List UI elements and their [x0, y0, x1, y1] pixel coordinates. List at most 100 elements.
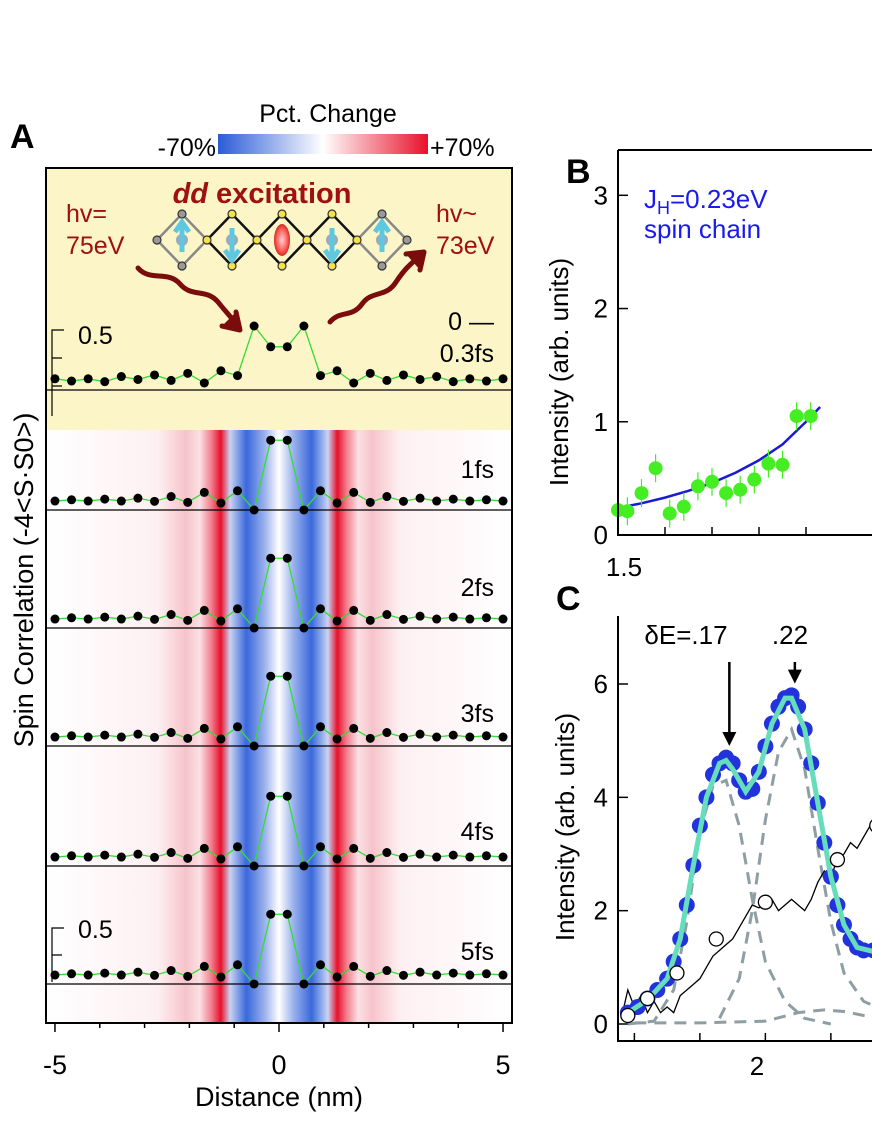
atom	[302, 235, 312, 245]
trace-point	[116, 496, 126, 506]
reference-point	[869, 819, 872, 832]
trace-point	[100, 377, 110, 387]
atom	[227, 209, 237, 219]
trace-label: 2fs	[461, 574, 494, 602]
trace-point	[415, 849, 425, 859]
trace-line	[54, 324, 504, 384]
trace-point	[266, 553, 276, 563]
trace-point	[266, 342, 276, 352]
colorbar-min-label: -70%	[158, 134, 216, 162]
trace-point	[299, 321, 309, 331]
panel-a-xlabel: Distance (nm)	[195, 1082, 363, 1112]
reference-point	[757, 894, 774, 910]
atom	[252, 235, 262, 245]
trace-point	[365, 853, 375, 863]
scale-bars	[51, 329, 64, 982]
trace-point	[249, 979, 259, 989]
atom-grey	[177, 261, 187, 271]
trace-point	[83, 852, 93, 862]
panel-a-x-axis: -5 0 5	[43, 1023, 511, 1080]
panel-b-marks: 0 1 2 3	[594, 180, 822, 550]
trace-point	[133, 611, 143, 621]
trace-point	[332, 498, 342, 508]
y-tick-label: 3	[594, 180, 608, 210]
left-photon-line1: hv=	[66, 200, 107, 228]
data-point	[789, 409, 804, 424]
trace-point	[150, 614, 160, 624]
atom	[327, 209, 337, 219]
trace-point	[183, 497, 193, 507]
trace-point	[432, 852, 442, 862]
inset-title-italic: dd	[173, 178, 210, 210]
data-point	[648, 461, 663, 476]
trace-point	[382, 966, 392, 976]
atom	[277, 261, 287, 271]
trace-label: 0 —	[448, 308, 494, 336]
panel-b-xtick-label: 1.5	[606, 552, 642, 582]
y-tick-label: 2	[594, 896, 608, 926]
trace-point	[83, 970, 93, 980]
x-tick-label: 5	[496, 1050, 511, 1080]
trace-point	[233, 371, 243, 381]
trace-point	[398, 970, 408, 980]
panel-b-annotation-line2: spin chain	[644, 214, 761, 244]
data-point	[634, 486, 649, 501]
trace-point	[332, 734, 342, 744]
panel-c-plot: 0 2 4 6	[594, 616, 872, 1042]
trace-point	[67, 851, 77, 861]
trace-point	[415, 729, 425, 739]
inset-title: dd excitation	[173, 178, 352, 210]
trace-point	[282, 791, 292, 801]
trace-point	[166, 848, 176, 858]
atom	[277, 209, 287, 219]
trace-point	[67, 969, 77, 979]
component-peak	[634, 1008, 872, 1025]
trace-point	[498, 732, 508, 742]
scale-bar-top-label: 0.5	[78, 322, 113, 350]
trace-point	[349, 723, 359, 733]
colorbar-max-label: +70%	[430, 134, 495, 162]
trace-point	[133, 374, 143, 384]
trace-point	[382, 492, 392, 502]
panel-b-ylabel: Intensity (arb. units)	[544, 258, 574, 486]
trace-point	[282, 909, 292, 919]
trace-point	[332, 854, 342, 864]
y-tick-label: 0	[594, 1009, 608, 1039]
trace-point	[199, 378, 209, 388]
right-photon-line1: hv~	[436, 200, 477, 228]
trace-point	[481, 495, 491, 505]
trace-point	[315, 842, 325, 852]
trace-point	[299, 741, 309, 751]
trace-point	[398, 370, 408, 380]
trace-point	[299, 979, 309, 989]
trace-point	[166, 492, 176, 502]
atom-grey	[377, 209, 387, 219]
spin-down-arrow	[222, 228, 242, 265]
trace-point	[166, 375, 176, 385]
trace-point	[50, 852, 60, 862]
panel-b-plot: 0 1 2 3	[594, 149, 872, 550]
trace-point	[498, 852, 508, 862]
trace-point	[415, 611, 425, 621]
trace-point	[481, 613, 491, 623]
trace-point	[83, 374, 93, 384]
panel-label-b: B	[566, 153, 591, 191]
trace-point	[432, 614, 442, 624]
data-point	[719, 486, 734, 501]
data-point	[761, 456, 776, 471]
trace-point	[448, 730, 458, 740]
trace-point	[133, 967, 143, 977]
excited-orbital	[274, 224, 290, 256]
trace-point	[315, 722, 325, 732]
fit-curve	[626, 695, 872, 1015]
trace-labels: 0 — 0.3fs 1fs 2fs 3fs 4fs 5fs	[440, 308, 494, 966]
trace-point	[382, 610, 392, 620]
panel-c-frame	[617, 616, 872, 1042]
trace-point	[299, 623, 309, 633]
jh-value: =0.23eV	[670, 184, 768, 214]
trace-point	[266, 435, 276, 445]
trace-point	[67, 495, 77, 505]
trace-point	[183, 733, 193, 743]
trace-point	[116, 372, 126, 382]
trace-point	[349, 487, 359, 497]
